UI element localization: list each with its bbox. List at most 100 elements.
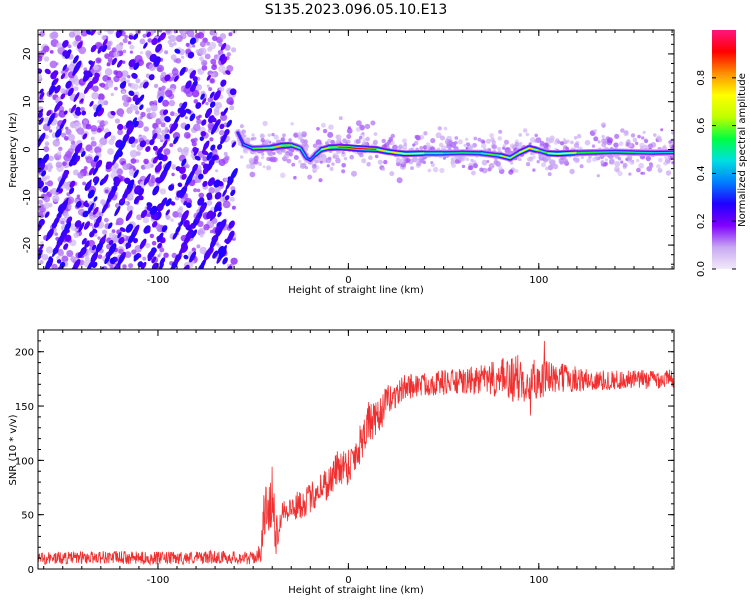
trace-halo <box>403 142 408 147</box>
noise-speckle <box>197 68 201 73</box>
noise-blob <box>173 136 179 145</box>
trace-halo <box>245 164 251 169</box>
noise-blob <box>128 90 135 97</box>
x-tick-label: -100 <box>147 275 170 286</box>
trace-halo <box>639 142 645 149</box>
noise-speckle <box>150 111 157 119</box>
trace-halo <box>343 157 348 161</box>
trace-halo <box>636 167 641 173</box>
noise-streak <box>133 169 139 179</box>
trace-halo <box>390 138 393 142</box>
noise-streak <box>86 260 94 269</box>
trace-halo <box>297 131 302 136</box>
noise-streak <box>54 102 61 113</box>
noise-speckle <box>156 133 162 140</box>
noise-blob <box>146 228 151 234</box>
noise-blob <box>110 110 116 116</box>
noise-blob <box>133 237 138 244</box>
trace-halo <box>239 155 244 159</box>
noise-speckle <box>162 99 170 107</box>
noise-blob <box>202 180 208 187</box>
noise-blob <box>151 37 158 46</box>
trace-halo <box>656 135 662 141</box>
noise-blob <box>222 257 228 265</box>
trace-halo <box>331 162 335 166</box>
noise-streak <box>184 232 192 244</box>
noise-speckle <box>172 211 180 218</box>
noise-blob <box>211 117 217 123</box>
noise-speckle <box>212 35 218 42</box>
trace-halo <box>614 133 620 139</box>
noise-speckle <box>41 176 47 182</box>
noise-speckle <box>130 142 136 148</box>
noise-blob <box>157 242 163 249</box>
noise-blob <box>201 98 207 105</box>
spectrogram-y-axis-label: Frequency (Hz) <box>8 112 19 188</box>
noise-speckle <box>54 232 59 236</box>
noise-speckle <box>135 78 141 84</box>
x-tick-label: 100 <box>529 575 548 586</box>
trace-halo <box>626 139 631 144</box>
noise-streak <box>65 80 72 89</box>
noise-streak <box>199 260 206 269</box>
noise-speckle <box>219 94 224 100</box>
noise-speckle <box>126 205 134 213</box>
trace-halo <box>293 175 297 180</box>
trace-halo <box>373 132 378 136</box>
colorbar-tick-label: 0.6 <box>696 118 707 134</box>
noise-speckle <box>111 229 116 234</box>
noise-streak <box>203 142 209 149</box>
trace-halo <box>451 163 456 168</box>
noise-streak <box>152 133 158 140</box>
noise-speckle <box>99 83 103 87</box>
noise-speckle <box>55 156 60 161</box>
noise-blob <box>93 155 99 162</box>
noise-speckle <box>95 57 102 64</box>
noise-blob <box>157 153 164 161</box>
y-tick-label: 0 <box>28 565 34 576</box>
trace-halo <box>623 130 629 137</box>
trace-halo <box>543 157 549 163</box>
noise-blob <box>83 221 91 230</box>
noise-streak <box>89 60 95 71</box>
noise-streak <box>157 232 164 243</box>
noise-speckle <box>96 127 102 133</box>
noise-streak <box>189 113 196 122</box>
noise-speckle <box>210 78 215 84</box>
noise-streak <box>56 265 64 269</box>
noise-speckle <box>215 169 219 173</box>
trace-halo <box>480 139 485 144</box>
trace-halo <box>498 165 503 171</box>
trace-halo <box>426 145 431 150</box>
trace-halo <box>504 139 509 145</box>
noise-speckle <box>180 30 188 34</box>
trace-halo <box>282 133 286 137</box>
noise-blob <box>128 34 134 40</box>
noise-blob <box>199 136 205 141</box>
trace-halo <box>635 141 639 146</box>
noise-speckle <box>160 139 164 143</box>
noise-speckle <box>199 56 204 61</box>
noise-streak <box>220 79 227 87</box>
noise-speckle <box>50 187 58 195</box>
noise-speckle <box>80 30 88 37</box>
noise-streak <box>38 108 44 118</box>
trace-halo <box>325 157 332 164</box>
noise-blob <box>162 109 169 116</box>
trace-halo <box>265 139 270 145</box>
noise-streak <box>160 197 168 208</box>
trace-halo <box>448 140 452 144</box>
noise-blob <box>131 72 138 79</box>
trace-segment <box>481 152 502 157</box>
noise-speckle <box>218 42 223 47</box>
noise-streak <box>47 114 55 127</box>
noise-speckle <box>177 212 183 218</box>
noise-streak <box>195 102 202 109</box>
trace-segment <box>547 152 559 155</box>
trace-halo <box>647 143 654 149</box>
noise-streak <box>215 225 223 238</box>
noise-speckle <box>231 205 236 210</box>
trace-segment <box>519 147 530 154</box>
trace-halo <box>604 158 609 162</box>
trace-halo <box>465 137 469 141</box>
